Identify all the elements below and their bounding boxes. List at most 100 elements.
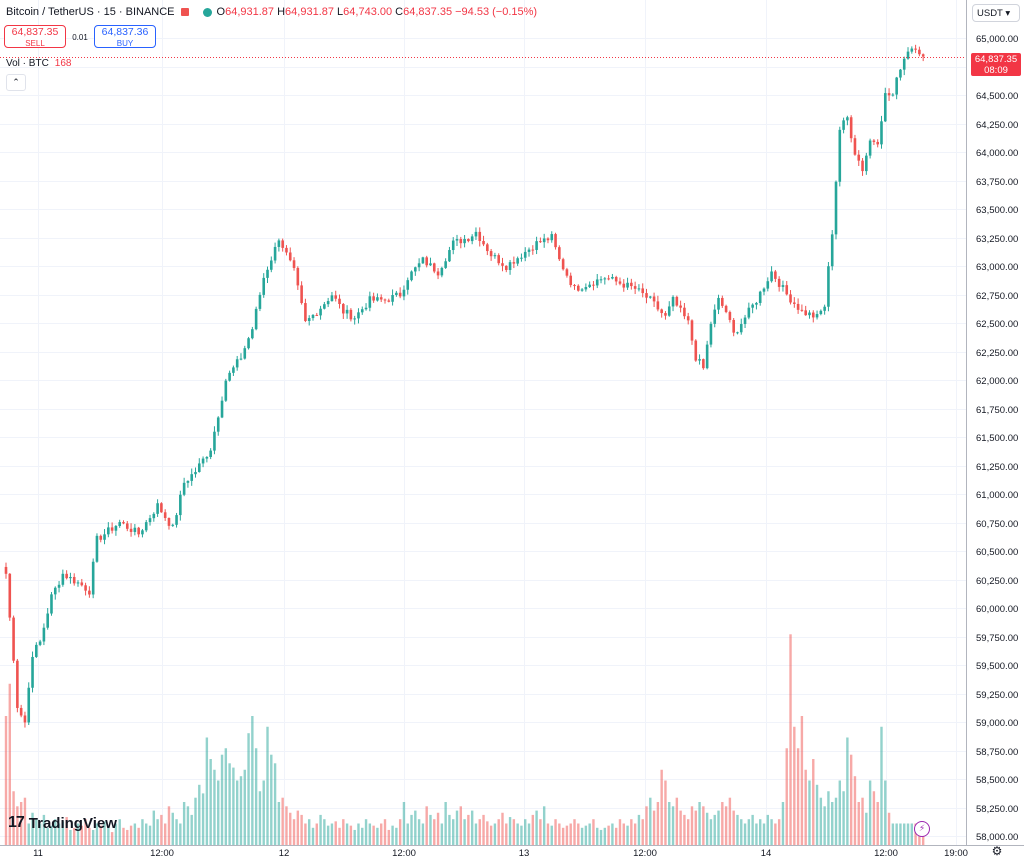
time-axis[interactable]: 11 12:00 12 12:00 13 12:00 14 12:00 19:00 [0, 845, 1024, 860]
volume-bar [717, 810, 720, 845]
volume-bar [789, 634, 792, 845]
candle-body [679, 305, 682, 308]
volume-bar [353, 829, 356, 845]
volume-bar [599, 829, 603, 845]
volume-bar [705, 812, 709, 845]
candle-body [42, 627, 46, 642]
candle-body [220, 400, 224, 418]
volume-bar [182, 802, 186, 845]
symbol-title[interactable]: Bitcoin / TetherUS · 15 · BINANCE [6, 6, 175, 18]
candle-body [414, 267, 417, 272]
candle-body [383, 299, 387, 301]
volume-bar [622, 823, 625, 845]
chevron-up-icon[interactable]: ⌃ [6, 74, 26, 91]
candle-body [410, 271, 413, 281]
volume-bar [387, 829, 390, 845]
candle-body [19, 707, 23, 716]
time-tick-label: 12:00 [392, 848, 416, 859]
candle-body [899, 69, 902, 78]
sell-button[interactable]: 64,837.35 SELL [4, 25, 66, 48]
volume-bar [550, 825, 553, 845]
bolt-icon[interactable]: ⚡ [914, 821, 930, 837]
candle-body [709, 323, 713, 345]
candle-body [584, 287, 588, 290]
currency-selector[interactable]: USDT ▾ [972, 4, 1020, 22]
candle-body [186, 480, 190, 483]
volume-bar [357, 823, 360, 845]
candle-body [800, 309, 804, 311]
volume-bar [660, 769, 663, 845]
candle-body [887, 93, 891, 96]
candle-body [804, 310, 807, 316]
candle-body [307, 318, 311, 322]
volume-bar [588, 823, 591, 845]
volume-bar [76, 823, 80, 845]
volume-bar [444, 802, 447, 845]
volume-bar [349, 825, 353, 845]
price-tick-label: 64,250.00 [976, 120, 1018, 131]
volume-bar [573, 819, 576, 845]
candle-body [690, 320, 694, 341]
candle-body [546, 238, 550, 241]
volume-bar [285, 806, 288, 845]
volume-bar [728, 797, 732, 845]
volume-bar [338, 827, 341, 845]
candle-body [683, 307, 686, 317]
candle-body [448, 250, 451, 262]
volume-bar [687, 819, 690, 845]
volume-bar [690, 806, 694, 845]
volume-bar [179, 823, 182, 845]
volume-bar [671, 806, 675, 845]
candle-body [630, 282, 633, 287]
volume-bar [452, 819, 455, 845]
volume-bar [872, 791, 876, 845]
candle-body [262, 277, 266, 295]
volume-bar [459, 806, 462, 845]
price-tick-label: 61,500.00 [976, 433, 1018, 444]
volume-bar [213, 769, 216, 845]
volume-bar [235, 780, 239, 845]
price-axis[interactable]: 65,000.0064,750.0064,500.0064,250.0064,0… [966, 0, 1024, 861]
tradingview-logo[interactable]: 17 TradingView [8, 814, 117, 832]
candle-body [489, 251, 493, 257]
volume-bar [489, 825, 493, 845]
volume-bar [163, 823, 167, 845]
volume-legend[interactable]: Vol · BTC 168 [6, 58, 71, 69]
volume-bar [838, 780, 841, 845]
volume-bar [906, 823, 910, 845]
candle-body [569, 275, 573, 286]
volume-bar [103, 821, 106, 845]
volume-bar [641, 819, 644, 845]
volume-bar [808, 780, 811, 845]
candle-body [724, 305, 728, 313]
volume-bar [607, 825, 610, 845]
candle-body [694, 340, 698, 361]
candle-body [323, 304, 326, 309]
candle-body [360, 309, 364, 313]
candle-body [436, 271, 440, 276]
candle-body [50, 594, 53, 614]
candle-body [633, 286, 637, 289]
candle-body [857, 154, 861, 161]
candle-body [675, 296, 679, 306]
volume-bar [524, 819, 527, 845]
volume-bar [152, 810, 156, 845]
candle-body [611, 277, 614, 279]
volume-bar [630, 819, 633, 845]
candle-body [667, 306, 671, 316]
buy-button[interactable]: 64,837.36 BUY [94, 25, 156, 48]
candle-body [273, 246, 277, 261]
volume-bar [747, 819, 751, 845]
volume-bar [596, 827, 599, 845]
candle-body [523, 251, 527, 258]
time-tick-label: 19:00 [944, 848, 968, 859]
candle-body [368, 296, 372, 308]
gear-icon[interactable]: ⚙ [991, 844, 1003, 858]
candle-body [364, 307, 368, 310]
candle-body [330, 295, 334, 302]
volume-bar [433, 819, 436, 845]
volume-bar [876, 802, 879, 845]
candle-body [349, 309, 353, 320]
volume-bar [247, 733, 250, 845]
